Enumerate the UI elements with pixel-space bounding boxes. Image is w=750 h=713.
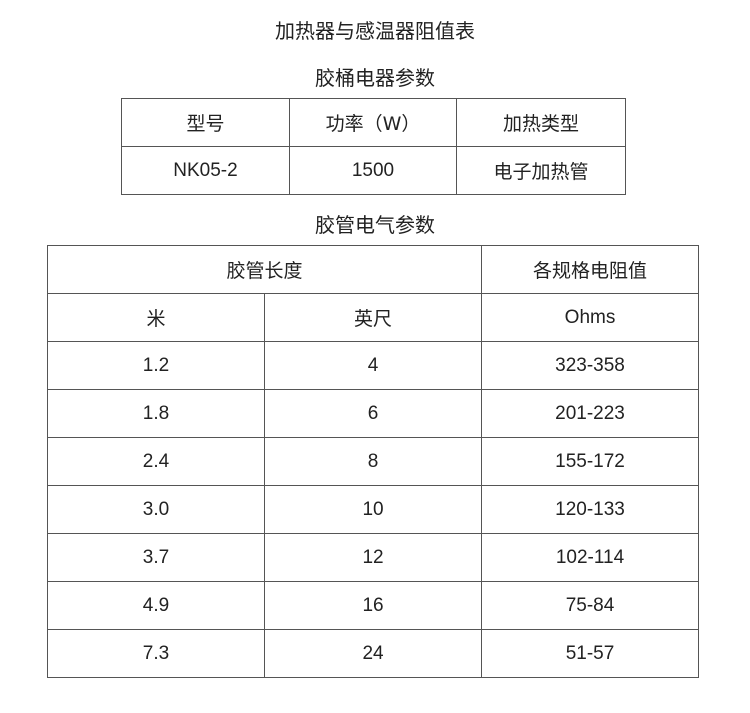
table-header-row: 型号 功率（W） 加热类型: [121, 98, 626, 147]
cell-feet: 24: [263, 629, 483, 678]
header-heating-type: 加热类型: [456, 98, 626, 147]
cell-ohms: 102-114: [481, 533, 700, 582]
cell-feet: 12: [263, 533, 483, 582]
heater-params-table: 型号 功率（W） 加热类型 NK05-2 1500 电子加热管: [121, 98, 626, 195]
table-row: NK05-2 1500 电子加热管: [121, 146, 626, 195]
header-power: 功率（W）: [289, 98, 457, 147]
cell-ohms: 51-57: [481, 629, 700, 678]
cell-meters: 7.3: [47, 629, 265, 678]
cell-feet: 8: [263, 437, 483, 486]
header-hose-length: 胶管长度: [46, 245, 483, 294]
table-row: 4.9 16 75-84: [47, 581, 700, 630]
cell-feet: 6: [263, 389, 483, 438]
table-subheader-row: 米 英尺 Ohms: [47, 293, 700, 342]
table-row: 3.7 12 102-114: [47, 533, 700, 582]
cell-ohms: 120-133: [481, 485, 700, 534]
cell-feet: 4: [263, 341, 483, 390]
page-title: 加热器与感温器阻值表: [275, 19, 475, 43]
table-row: 1.2 4 323-358: [47, 341, 700, 390]
header-ohms: Ohms: [481, 293, 700, 342]
section2-title: 胶管电气参数: [315, 213, 435, 237]
cell-meters: 1.8: [47, 389, 265, 438]
table-row: 1.8 6 201-223: [47, 389, 700, 438]
table-row: 3.0 10 120-133: [47, 485, 700, 534]
table-group-header-row: 胶管长度 各规格电阻值: [46, 245, 700, 294]
cell-meters: 4.9: [47, 581, 265, 630]
cell-meters: 2.4: [47, 437, 265, 486]
cell-meters: 1.2: [47, 341, 265, 390]
cell-ohms: 155-172: [481, 437, 700, 486]
cell-ohms: 323-358: [481, 341, 700, 390]
cell-ohms: 75-84: [481, 581, 700, 630]
cell-power: 1500: [289, 146, 457, 195]
section1-title: 胶桶电器参数: [315, 66, 435, 90]
header-resistance: 各规格电阻值: [481, 245, 700, 294]
header-meters: 米: [47, 293, 265, 342]
cell-feet: 16: [263, 581, 483, 630]
header-feet: 英尺: [263, 293, 483, 342]
hose-params-table: 胶管长度 各规格电阻值 米 英尺 Ohms 1.2 4 323-358 1.8 6 201…: [46, 245, 700, 678]
table-row: 2.4 8 155-172: [47, 437, 700, 486]
cell-model: NK05-2: [121, 146, 290, 195]
cell-ohms: 201-223: [481, 389, 700, 438]
cell-meters: 3.0: [47, 485, 265, 534]
cell-meters: 3.7: [47, 533, 265, 582]
header-model: 型号: [121, 98, 290, 147]
cell-heating-type: 电子加热管: [456, 146, 626, 195]
table-row: 7.3 24 51-57: [47, 629, 700, 678]
cell-feet: 10: [263, 485, 483, 534]
